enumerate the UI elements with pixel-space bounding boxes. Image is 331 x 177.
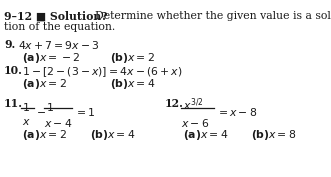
Text: $\mathbf{(b)}$: $\mathbf{(b)}$ (90, 128, 109, 142)
Text: $4x + 7 = 9x - 3$: $4x + 7 = 9x - 3$ (18, 39, 100, 51)
Text: $x = 2$: $x = 2$ (127, 51, 155, 63)
Text: $x = -2$: $x = -2$ (39, 51, 80, 63)
Text: 9–12 ■ Solution?: 9–12 ■ Solution? (4, 11, 108, 22)
Text: $x = 2$: $x = 2$ (39, 77, 67, 89)
Text: $\mathbf{(a)}$: $\mathbf{(a)}$ (183, 128, 201, 142)
Text: $1$: $1$ (46, 101, 54, 113)
Text: tion of the equation.: tion of the equation. (4, 22, 115, 32)
Text: $= 1$: $= 1$ (74, 106, 95, 118)
Text: $x - 4$: $x - 4$ (44, 117, 72, 129)
Text: $x$: $x$ (22, 117, 31, 127)
Text: 12.: 12. (165, 98, 184, 109)
Text: $\mathbf{(b)}$: $\mathbf{(b)}$ (110, 77, 129, 91)
Text: $x = 4$: $x = 4$ (127, 77, 155, 89)
Text: $x = 4$: $x = 4$ (200, 128, 228, 140)
Text: $x = 8$: $x = 8$ (268, 128, 296, 140)
Text: $= x - 8$: $= x - 8$ (216, 106, 257, 118)
Text: $x = 4$: $x = 4$ (107, 128, 135, 140)
Text: 9.: 9. (4, 39, 15, 50)
Text: $-$: $-$ (36, 106, 46, 116)
Text: $1$: $1$ (22, 101, 30, 113)
Text: $\mathbf{(a)}$: $\mathbf{(a)}$ (22, 77, 40, 91)
Text: $x = 2$: $x = 2$ (39, 128, 67, 140)
Text: $1 - [2 - (3 - x)] = 4x - (6 + x)$: $1 - [2 - (3 - x)] = 4x - (6 + x)$ (22, 65, 182, 79)
Text: $x - 6$: $x - 6$ (181, 117, 209, 129)
Text: $\mathbf{(a)}$: $\mathbf{(a)}$ (22, 51, 40, 65)
Text: $\mathbf{(b)}$: $\mathbf{(b)}$ (251, 128, 270, 142)
Text: 10.: 10. (4, 65, 23, 76)
Text: Determine whether the given value is a solu-: Determine whether the given value is a s… (88, 11, 331, 21)
Text: $\mathbf{(a)}$: $\mathbf{(a)}$ (22, 128, 40, 142)
Text: $\mathbf{(b)}$: $\mathbf{(b)}$ (110, 51, 129, 65)
Text: 11.: 11. (4, 98, 23, 109)
Text: $x^{3/2}$: $x^{3/2}$ (183, 96, 203, 113)
